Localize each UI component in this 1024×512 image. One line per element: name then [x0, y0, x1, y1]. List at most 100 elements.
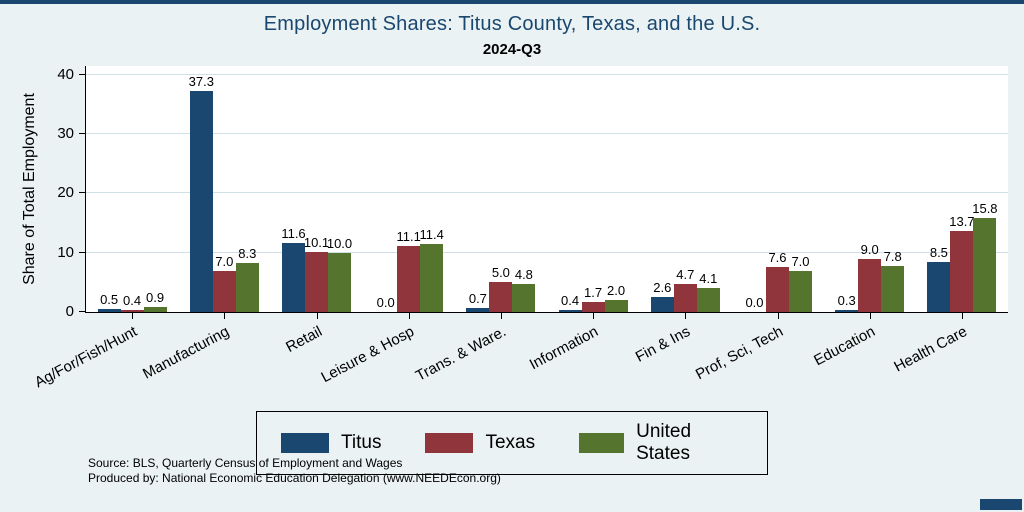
bar-value-label: 15.8	[972, 201, 998, 217]
bar	[235, 262, 259, 312]
bar	[766, 266, 789, 312]
y-tick-label: 20	[57, 184, 74, 202]
x-tick-mark	[132, 313, 134, 319]
bar	[212, 270, 236, 312]
bar	[581, 301, 605, 312]
bar	[420, 244, 444, 312]
x-tick-mark	[777, 313, 779, 319]
bar	[789, 270, 812, 312]
gridline	[86, 133, 1008, 135]
x-tick-mark	[500, 313, 502, 319]
x-axis-label: Health Care	[891, 323, 970, 376]
bar-value-label: 1.7	[584, 284, 603, 300]
source-line-2: Produced by: National Economic Education…	[88, 471, 501, 485]
bar-value-label: 5.0	[491, 265, 510, 281]
gridline	[86, 73, 1008, 75]
bar-value-label: 13.7	[949, 213, 975, 229]
bar-value-label: 8.5	[929, 244, 948, 260]
bar	[512, 283, 536, 312]
corner-mark	[980, 499, 1022, 510]
bar	[189, 90, 213, 312]
legend: Titus Texas United States	[256, 411, 768, 475]
bar-value-label: 0.3	[837, 293, 856, 309]
x-tick-mark	[685, 313, 687, 319]
bar-value-label: 2.0	[607, 283, 626, 299]
bar-value-label: 8.3	[238, 245, 257, 261]
legend-item-titus: Titus	[281, 432, 381, 454]
bar-value-label: 11.1	[396, 229, 421, 245]
bar	[673, 284, 697, 312]
x-axis-label: Manufacturing	[140, 323, 233, 383]
gridline	[86, 192, 1008, 194]
bar	[305, 252, 328, 312]
bar-value-label: 11.4	[419, 227, 444, 243]
source-note: Source: BLS, Quarterly Census of Employm…	[88, 456, 501, 486]
bar	[328, 252, 351, 312]
x-tick-mark	[408, 313, 410, 319]
bar-value-label: 0.4	[123, 292, 142, 308]
bar	[881, 265, 905, 312]
x-tick-mark	[869, 313, 871, 319]
bar-value-label: 10.1	[303, 235, 330, 251]
y-tick-label: 30	[57, 125, 74, 143]
bar	[97, 309, 121, 312]
bar-value-label: 4.1	[699, 270, 718, 286]
bar	[604, 300, 628, 312]
bar	[120, 309, 144, 312]
plot-area: 0 10 20 30 40 0.5 0.4 0.9 Ag/For/Fish/Hunt 37.3 7.…	[32, 66, 1008, 391]
y-tick-label: 40	[57, 65, 74, 83]
bar	[927, 261, 951, 312]
bar-value-label: 0.4	[561, 292, 580, 308]
bar	[950, 230, 974, 312]
bar	[397, 246, 421, 312]
bar-value-label: 2.6	[653, 279, 672, 295]
x-tick-mark	[316, 313, 318, 319]
bar-value-label: 9.0	[860, 241, 879, 257]
bar-value-label: 37.3	[188, 73, 214, 89]
gridline	[86, 251, 1008, 253]
bar	[143, 306, 167, 312]
bar	[973, 218, 997, 312]
bar	[696, 287, 720, 312]
bar-value-label: 10.0	[326, 235, 353, 251]
x-tick-mark	[224, 313, 226, 319]
bar	[466, 307, 490, 312]
chart-subtitle: 2024-Q3	[482, 41, 542, 58]
legend-swatch-texas	[425, 433, 474, 453]
y-tick-label: 0	[65, 303, 74, 320]
legend-label-titus: Titus	[341, 432, 382, 453]
bar-value-label: 4.7	[676, 267, 695, 283]
y-tick-mark	[79, 311, 85, 312]
y-tick-label: 10	[57, 243, 74, 261]
y-tick-mark	[79, 133, 85, 135]
bar-value-label: 0.5	[100, 292, 119, 308]
legend-label-texas: Texas	[485, 432, 536, 453]
x-tick-mark	[593, 313, 595, 319]
bar-value-label: 7.0	[791, 253, 810, 269]
source-line-1: Source: BLS, Quarterly Census of Employm…	[88, 456, 403, 470]
bar-value-label: 0.0	[745, 295, 764, 310]
y-tick-mark	[79, 192, 85, 194]
bar	[558, 309, 582, 312]
bar-value-label: 7.8	[883, 248, 902, 264]
bar-value-label: 11.6	[281, 226, 306, 242]
bar-value-label: 4.8	[514, 266, 533, 282]
legend-item-texas: Texas	[425, 432, 535, 454]
top-accent-bar	[0, 0, 1024, 4]
bar	[835, 310, 859, 312]
bar-value-label: 7.6	[768, 249, 787, 265]
bar	[650, 296, 674, 312]
bar	[282, 243, 305, 312]
y-tick-mark	[79, 251, 85, 253]
legend-label-us: United States	[636, 421, 692, 464]
bar-value-label: 0.0	[376, 295, 395, 310]
bar	[489, 282, 513, 312]
x-tick-mark	[961, 313, 963, 319]
legend-swatch-titus	[281, 433, 329, 453]
bar-value-label: 0.7	[468, 290, 487, 306]
bar	[858, 258, 882, 312]
legend-swatch-us	[579, 433, 625, 453]
chart-title: Employment Shares: Titus County, Texas, …	[263, 13, 761, 35]
bar-value-label: 7.0	[215, 253, 234, 269]
y-tick-mark	[79, 73, 85, 75]
